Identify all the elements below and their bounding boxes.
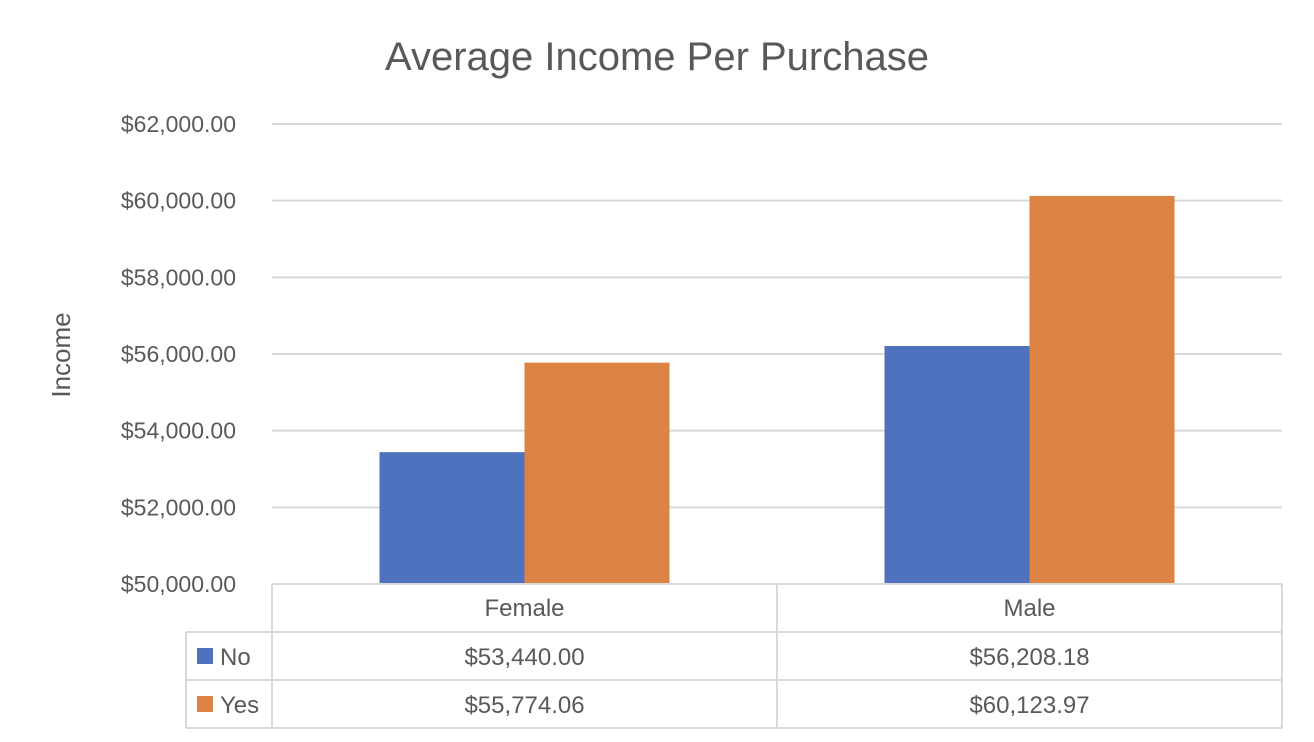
y-axis-label: Income (46, 312, 76, 397)
y-tick-label: $62,000.00 (121, 111, 236, 137)
y-tick-label: $52,000.00 (121, 494, 236, 520)
chart-title: Average Income Per Purchase (385, 35, 929, 79)
legend-label: Yes (220, 692, 259, 719)
y-tick-label: $58,000.00 (121, 264, 236, 290)
bar-yes-male (1029, 195, 1175, 584)
y-axis-ticks: $50,000.00 $52,000.00 $54,000.00 $56,000.00… (121, 111, 236, 597)
legend-swatch-no (197, 648, 213, 664)
data-label: $53,440.00 (464, 644, 584, 671)
legend-label: No (220, 644, 251, 671)
y-tick-label: $54,000.00 (121, 418, 236, 444)
x-tick-label: Male (1003, 595, 1055, 622)
x-tick-label: Female (484, 595, 564, 622)
bar-no-male (884, 346, 1030, 584)
data-table: Female Male No $53,440.00 $56,208.18 Yes $55,7… (185, 583, 1283, 729)
data-label: $56,208.18 (969, 644, 1089, 671)
y-tick-label: $50,000.00 (121, 571, 236, 597)
legend-swatch-yes (197, 696, 213, 712)
bars (379, 195, 1175, 584)
y-tick-label: $56,000.00 (121, 341, 236, 367)
y-tick-label: $60,000.00 (121, 188, 236, 214)
data-label: $55,774.06 (464, 692, 584, 719)
data-label: $60,123.97 (969, 692, 1089, 719)
bar-no-female (379, 452, 525, 584)
bar-yes-female (524, 362, 670, 584)
